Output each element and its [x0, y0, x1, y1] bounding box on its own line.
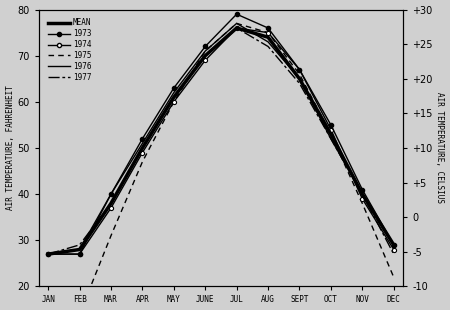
- 1975: [171, 100, 176, 104]
- 1974: [45, 252, 51, 256]
- Line: MEAN: MEAN: [48, 28, 394, 254]
- 1976: [202, 49, 208, 53]
- 1976: [77, 248, 82, 251]
- 1975: [360, 202, 365, 205]
- 1976: [266, 40, 271, 44]
- 1977: [202, 54, 208, 58]
- 1976: [328, 137, 333, 141]
- 1977: [266, 45, 271, 48]
- 1974: [391, 248, 396, 251]
- 1976: [108, 192, 114, 196]
- MEAN: [360, 192, 365, 196]
- 1973: [202, 45, 208, 48]
- 1976: [140, 141, 145, 145]
- 1976: [171, 91, 176, 95]
- 1974: [234, 26, 239, 30]
- 1977: [108, 202, 114, 205]
- 1973: [328, 123, 333, 127]
- 1977: [234, 26, 239, 30]
- 1973: [360, 188, 365, 191]
- 1975: [328, 132, 333, 136]
- Legend: MEAN, 1973, 1974, 1975, 1976, 1977: MEAN, 1973, 1974, 1975, 1976, 1977: [46, 16, 94, 84]
- MEAN: [328, 132, 333, 136]
- 1975: [391, 275, 396, 279]
- 1973: [140, 137, 145, 141]
- MEAN: [297, 77, 302, 81]
- 1974: [140, 151, 145, 154]
- 1974: [266, 31, 271, 34]
- 1974: [202, 59, 208, 62]
- MEAN: [140, 146, 145, 150]
- 1973: [297, 68, 302, 71]
- MEAN: [108, 202, 114, 205]
- 1973: [45, 252, 51, 256]
- Line: 1975: 1975: [48, 23, 394, 310]
- 1977: [391, 252, 396, 256]
- 1977: [360, 192, 365, 196]
- 1976: [297, 77, 302, 81]
- Line: 1974: 1974: [46, 26, 396, 256]
- 1975: [202, 49, 208, 53]
- 1977: [140, 146, 145, 150]
- 1975: [108, 234, 114, 237]
- 1975: [140, 160, 145, 164]
- Y-axis label: AIR TEMPERATURE, CELSIUS: AIR TEMPERATURE, CELSIUS: [436, 92, 445, 203]
- 1973: [171, 86, 176, 90]
- Y-axis label: AIR TEMPERATURE, FAHRENHEIT: AIR TEMPERATURE, FAHRENHEIT: [5, 86, 14, 210]
- MEAN: [45, 252, 51, 256]
- 1976: [234, 21, 239, 25]
- 1974: [77, 252, 82, 256]
- 1973: [77, 252, 82, 256]
- MEAN: [391, 243, 396, 247]
- 1975: [266, 31, 271, 34]
- MEAN: [171, 95, 176, 99]
- 1974: [108, 206, 114, 210]
- MEAN: [77, 248, 82, 251]
- 1973: [391, 243, 396, 247]
- 1976: [360, 192, 365, 196]
- MEAN: [234, 26, 239, 30]
- Line: 1976: 1976: [48, 23, 394, 254]
- 1976: [391, 243, 396, 247]
- 1974: [297, 68, 302, 71]
- MEAN: [266, 35, 271, 39]
- 1974: [328, 128, 333, 131]
- 1974: [360, 197, 365, 201]
- 1975: [297, 72, 302, 76]
- 1977: [45, 252, 51, 256]
- 1977: [297, 82, 302, 85]
- 1977: [77, 243, 82, 247]
- Line: 1977: 1977: [48, 28, 394, 254]
- Line: 1973: 1973: [46, 12, 396, 256]
- 1975: [234, 21, 239, 25]
- 1973: [266, 26, 271, 30]
- 1973: [234, 12, 239, 16]
- 1977: [328, 137, 333, 141]
- 1973: [108, 192, 114, 196]
- MEAN: [202, 54, 208, 58]
- 1977: [171, 95, 176, 99]
- 1976: [45, 252, 51, 256]
- 1974: [171, 100, 176, 104]
